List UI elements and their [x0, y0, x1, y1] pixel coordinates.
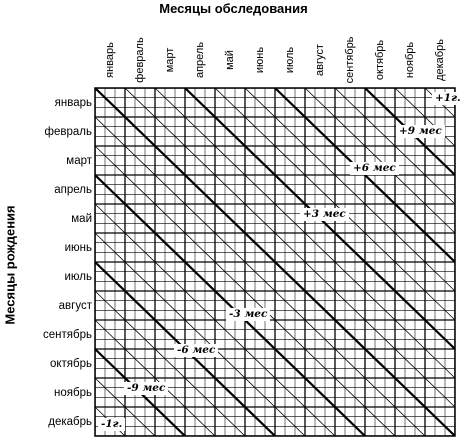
diagonal-line — [95, 434, 96, 436]
diagonal-label: +9 мес — [396, 125, 445, 138]
diagonal-line — [304, 88, 455, 234]
diagonal-line — [95, 203, 336, 436]
diagonal-label: +6 мес — [350, 162, 399, 175]
row-label-sep: сентябрь — [43, 329, 92, 341]
diagonal-label: -1г. — [98, 418, 126, 431]
row-label-feb: февраль — [44, 126, 92, 138]
diagonal-line — [95, 319, 216, 436]
diagonal-label: -3 мес — [226, 308, 271, 321]
diagonal-line — [154, 88, 455, 379]
row-label-apr: апрель — [54, 184, 92, 196]
diagonal-line — [334, 88, 455, 205]
axis-title-top: Месяцы обследования — [159, 1, 308, 16]
diagonal-label: -9 мес — [124, 382, 169, 395]
diagonal-line — [95, 145, 396, 436]
row-label-oct: октябрь — [49, 358, 92, 370]
diagonal-label: -6 мес — [174, 344, 219, 357]
diagonal-line — [95, 88, 455, 436]
diagonal-line — [95, 116, 426, 436]
diagonal-line — [95, 232, 306, 436]
diagonal-line — [95, 290, 246, 436]
diagonal-line — [274, 88, 455, 264]
row-label-mar: март — [66, 155, 92, 167]
diagonal-line — [364, 88, 455, 177]
row-label-jun: июнь — [64, 242, 92, 254]
row-label-jan: январь — [54, 97, 92, 109]
diagonal-line — [454, 88, 455, 90]
row-label-jul: июль — [64, 271, 93, 283]
diagonal-label: +3 мес — [300, 208, 349, 221]
row-label-aug: август — [58, 300, 92, 312]
row-label-dec: декабрь — [48, 416, 92, 428]
diagonal-line — [244, 88, 455, 292]
diagonal-line — [214, 88, 455, 321]
diagonal-line — [184, 88, 455, 351]
diagonal-line — [95, 260, 276, 436]
diagonal-line — [124, 88, 455, 408]
row-label-nov: ноябрь — [54, 387, 92, 399]
diagonal-line — [95, 173, 366, 436]
row-label-may: май — [71, 213, 92, 225]
grid-lines — [95, 88, 455, 436]
grid-frame — [94, 87, 456, 437]
diagonal-line — [95, 347, 186, 436]
diagonal-label: +1г. — [432, 92, 464, 105]
